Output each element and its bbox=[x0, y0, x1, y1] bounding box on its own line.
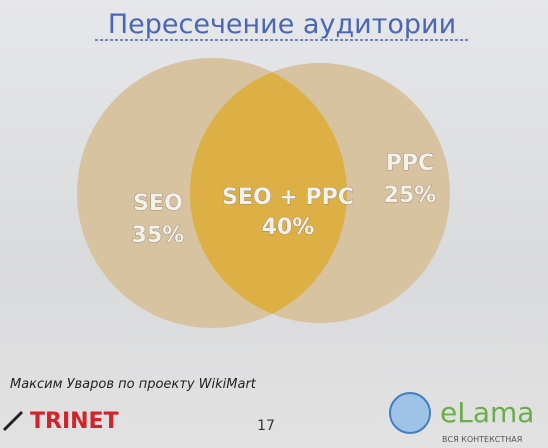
logo-tagline: ВСЯ КОНТЕКСТНАЯ bbox=[442, 435, 522, 444]
region-label: SEO bbox=[133, 191, 183, 216]
elama-icon bbox=[389, 392, 431, 434]
region-value: 25% bbox=[384, 183, 437, 208]
region-label: SEO + PPC bbox=[222, 185, 354, 210]
logo-right: eLama bbox=[440, 396, 534, 429]
intersection bbox=[190, 63, 347, 323]
author: Максим Уваров по проекту WikiMart bbox=[10, 377, 257, 392]
page-number: 17 bbox=[257, 418, 275, 434]
region-value: 40% bbox=[262, 215, 315, 240]
slide-title: Пересечение аудитории bbox=[108, 9, 456, 40]
region-label: PPC bbox=[386, 151, 434, 176]
logo-left: TRINET bbox=[30, 409, 119, 434]
trinet-mark bbox=[2, 410, 24, 432]
region-value: 35% bbox=[132, 223, 185, 248]
